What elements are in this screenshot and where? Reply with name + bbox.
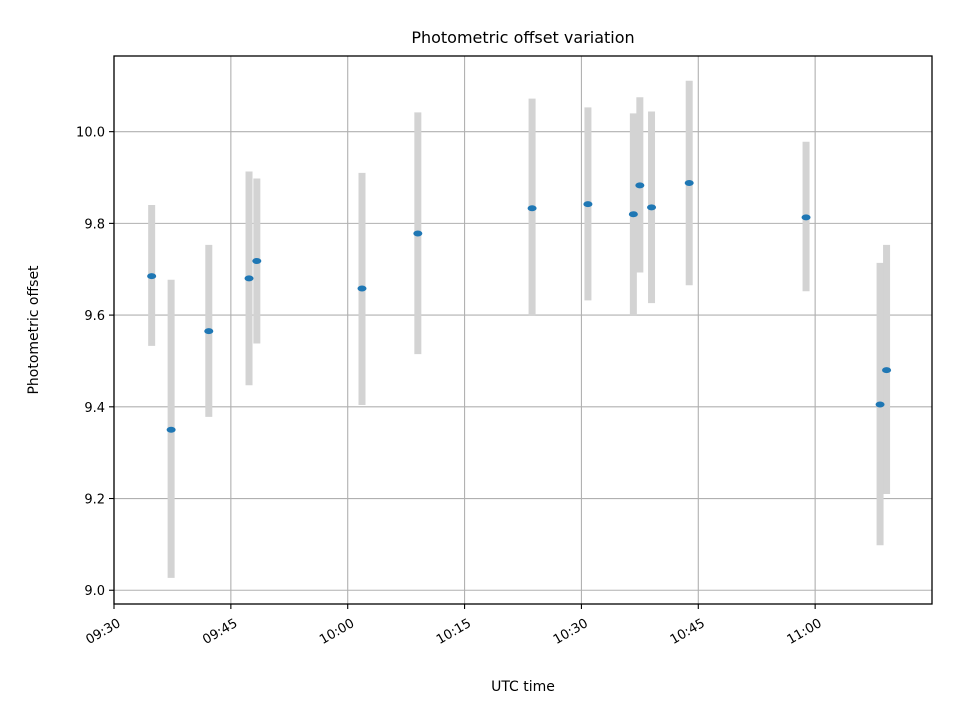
data-point — [204, 328, 214, 335]
y-tick-label: 9.6 — [84, 309, 105, 324]
data-point — [882, 367, 892, 374]
y-tick-label: 9.8 — [84, 217, 105, 232]
data-point — [635, 182, 645, 189]
data-point — [647, 204, 657, 211]
data-point — [166, 426, 176, 433]
y-axis-label: Photometric offset — [26, 265, 42, 395]
data-point — [252, 257, 262, 264]
data-point — [357, 285, 367, 292]
data-point — [527, 205, 537, 212]
data-point — [628, 211, 638, 218]
data-point — [413, 230, 423, 237]
y-tick-label: 9.0 — [84, 584, 105, 599]
y-tick-label: 9.4 — [84, 401, 105, 416]
data-point — [147, 273, 157, 280]
y-axis-ticks: 9.0 9.2 9.4 9.6 9.8 10.0 — [76, 126, 114, 599]
data-points — [147, 180, 892, 433]
data-point — [583, 201, 593, 208]
y-tick-label: 10.0 — [76, 126, 105, 141]
y-tick-label: 9.2 — [84, 493, 105, 508]
data-point — [801, 214, 811, 221]
data-point — [244, 275, 254, 282]
x-axis-label: UTC time — [491, 679, 555, 695]
data-point — [684, 180, 694, 187]
chart-title: Photometric offset variation — [411, 28, 634, 47]
plot-frame — [113, 55, 933, 605]
data-point — [875, 401, 885, 408]
